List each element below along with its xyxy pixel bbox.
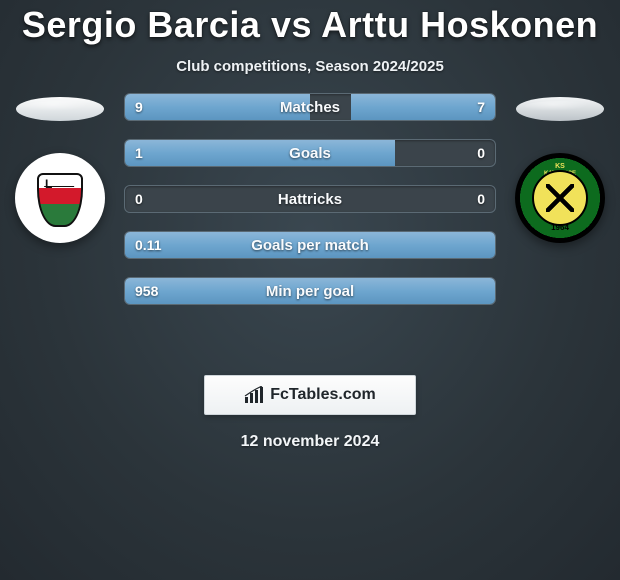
stat-value-left: 0.11 <box>135 232 161 258</box>
brand-text: FcTables.com <box>270 386 376 404</box>
infographic-root: Sergio Barcia vs Arttu Hoskonen Club com… <box>0 0 620 580</box>
player-left-column: L <box>0 93 120 243</box>
crest-letter: L <box>45 177 52 191</box>
player-left-head-ellipse <box>16 97 104 121</box>
stat-value-right: 0 <box>477 186 485 212</box>
stat-value-right: 7 <box>477 94 485 120</box>
stat-label: Hattricks <box>125 186 495 212</box>
player-right-column: KS KATOWICE 1964 <box>500 93 620 243</box>
stat-row: Matches9 7 <box>124 93 496 121</box>
footer-date: 12 november 2024 <box>0 433 620 451</box>
stat-value-left: 0 <box>135 186 143 212</box>
stat-value-right: 0 <box>477 140 485 166</box>
hammers-icon <box>546 184 574 212</box>
crest-year: 1964 <box>517 223 603 232</box>
stat-row: Goals1 0 <box>124 139 496 167</box>
stat-label: Min per goal <box>125 278 495 304</box>
page-title: Sergio Barcia vs Arttu Hoskonen <box>0 4 620 46</box>
brand-box[interactable]: FcTables.com <box>204 375 416 415</box>
stat-value-left: 958 <box>135 278 158 304</box>
page-subtitle: Club competitions, Season 2024/2025 <box>0 58 620 75</box>
bar-chart-icon <box>244 386 264 404</box>
stat-value-left: 9 <box>135 94 143 120</box>
crest-text-top: KS <box>517 163 603 170</box>
comparison-bars: Matches97Goals10Hattricks00Goals per mat… <box>124 93 496 305</box>
stat-label: Goals <box>125 140 495 166</box>
player-right-head-ellipse <box>516 97 604 121</box>
player-right-crest: KS KATOWICE 1964 <box>515 153 605 243</box>
stat-label: Matches <box>125 94 495 120</box>
player-left-crest: L <box>15 153 105 243</box>
legia-shield-icon: L <box>37 173 83 227</box>
stat-row: Hattricks0 0 <box>124 185 496 213</box>
stat-label: Goals per match <box>125 232 495 258</box>
crest-center-disc <box>532 170 588 226</box>
stat-row: Goals per match0.11 <box>124 231 496 259</box>
stat-value-left: 1 <box>135 140 143 166</box>
comparison-arena: L KS KATOWICE 1964 Matches97Goals10Hattr… <box>0 93 620 353</box>
stat-row: Min per goal958 <box>124 277 496 305</box>
